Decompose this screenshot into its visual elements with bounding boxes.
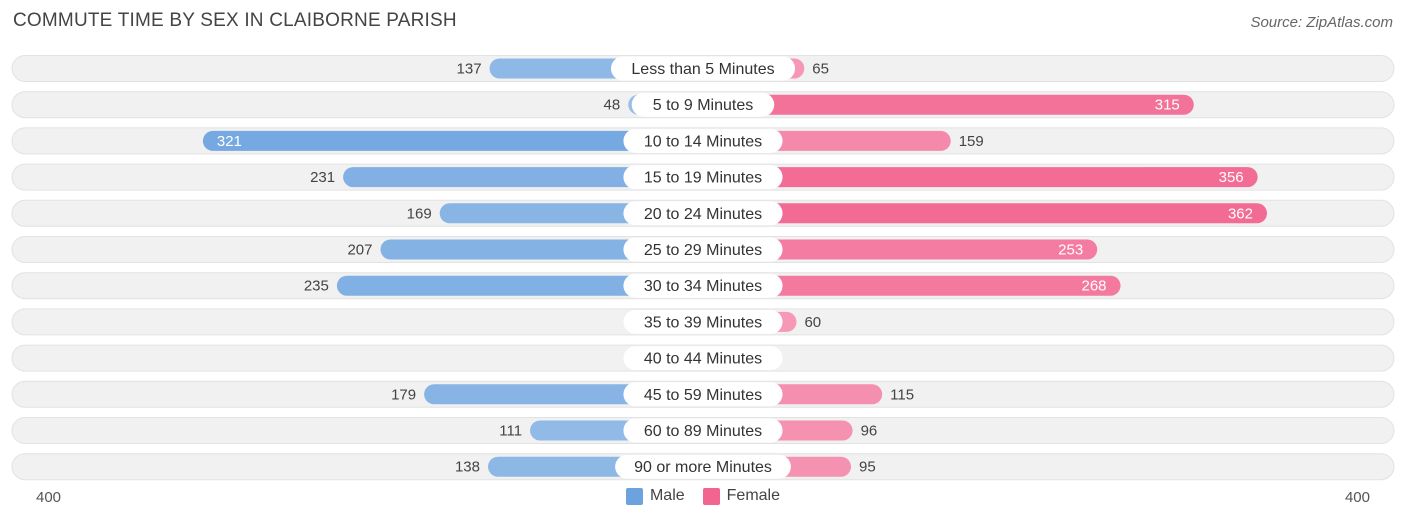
value-label-female: 315: [1155, 97, 1180, 114]
category-label: 40 to 44 Minutes: [644, 351, 762, 368]
value-label-female: 65: [812, 61, 829, 78]
category-label: 30 to 34 Minutes: [644, 278, 762, 295]
category-label: 35 to 39 Minutes: [644, 314, 762, 331]
value-label-female: 268: [1082, 278, 1107, 295]
category-pill: [623, 382, 783, 407]
category-label: 15 to 19 Minutes: [644, 170, 762, 187]
chart-source: Source: ZipAtlas.com: [1250, 14, 1393, 31]
bar-female: [693, 275, 1121, 296]
legend-swatch-male: [625, 487, 643, 505]
category-label: 10 to 14 Minutes: [644, 133, 762, 150]
value-label-male: 231: [310, 169, 335, 186]
category-label: 45 to 59 Minutes: [644, 387, 762, 404]
category-pill: [623, 237, 783, 262]
category-label: Less than 5 Minutes: [631, 61, 774, 78]
value-label-male: 235: [304, 278, 329, 295]
bar-male: [343, 167, 713, 188]
category-pill: [623, 309, 783, 334]
legend-item-male[interactable]: Male: [625, 487, 685, 505]
value-label-male: 321: [217, 133, 242, 150]
category-label: 25 to 29 Minutes: [644, 242, 762, 259]
value-label-female: 95: [859, 459, 876, 476]
category-pill: [623, 201, 783, 226]
category-label: 20 to 24 Minutes: [644, 206, 762, 223]
value-label-male: 48: [604, 97, 621, 114]
category-label: 60 to 89 Minutes: [644, 423, 762, 440]
category-pill: [623, 346, 783, 371]
bar-male: [336, 275, 713, 296]
value-label-female: 96: [861, 423, 878, 440]
value-label-male: 207: [347, 242, 372, 259]
category-pill: [623, 165, 783, 190]
value-label-male: 137: [457, 61, 482, 78]
value-label-female: 356: [1219, 169, 1244, 186]
value-label-female: 362: [1228, 205, 1253, 222]
value-label-female: 60: [804, 314, 821, 331]
value-label-male: 111: [499, 423, 522, 440]
value-label-male: 179: [391, 386, 416, 403]
bar-female: [693, 203, 1267, 224]
value-label-male: 169: [407, 205, 432, 222]
legend-swatch-female: [702, 487, 720, 505]
value-label-female: 253: [1058, 242, 1083, 259]
category-pill: [610, 56, 796, 81]
bar-male: [202, 130, 713, 151]
bar-female: [693, 94, 1194, 115]
axis-left-label: 400: [36, 489, 62, 506]
category-pill: [623, 128, 783, 153]
value-label-female: 159: [959, 133, 984, 150]
category-pill: [623, 418, 783, 443]
category-pill: [615, 454, 791, 479]
value-label-male: 138: [455, 459, 480, 476]
category-pill: [631, 92, 775, 117]
bar-female: [693, 239, 1098, 260]
legend: Male Female: [0, 487, 1406, 505]
category-pill: [623, 273, 783, 298]
legend-item-female[interactable]: Female: [702, 487, 781, 505]
chart-title: COMMUTE TIME BY SEX IN CLAIBORNE PARISH: [13, 10, 457, 31]
category-label: 5 to 9 Minutes: [653, 97, 754, 114]
bar-female: [693, 167, 1258, 188]
category-label: 90 or more Minutes: [634, 459, 772, 476]
value-label-female: 115: [890, 386, 914, 403]
legend-label-male: Male: [649, 487, 685, 504]
axis-right-label: 400: [1344, 489, 1370, 506]
legend-label-female: Female: [726, 487, 781, 504]
